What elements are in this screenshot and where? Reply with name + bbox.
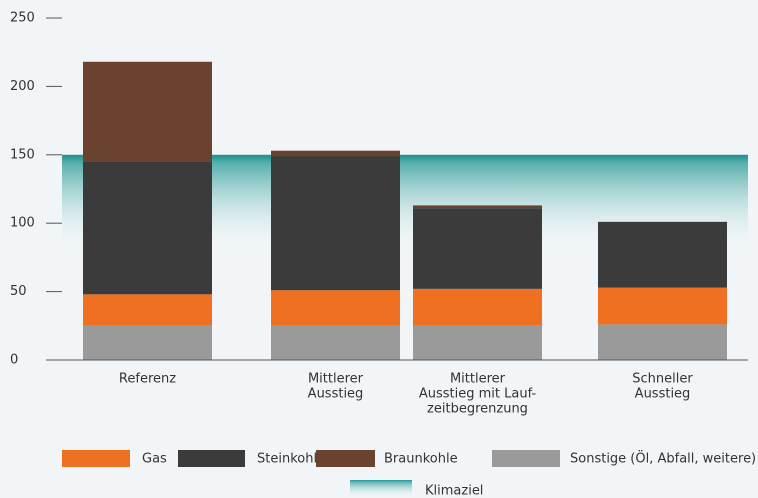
x-tick-label: Ausstieg — [635, 387, 691, 402]
bar-segment — [598, 287, 727, 325]
y-tick-label: 0 — [10, 353, 18, 368]
legend-swatch — [316, 450, 375, 467]
bar-segment — [83, 161, 212, 295]
x-tick-label: Referenz — [119, 372, 176, 387]
legend-label: Gas — [142, 452, 167, 467]
bar-segment — [271, 156, 400, 291]
bar-segment — [271, 325, 400, 360]
y-tick-label: 150 — [10, 147, 35, 162]
legend-label: Sonstige (Öl, Abfall, weitere) — [570, 450, 756, 467]
y-tick-label: 250 — [10, 11, 35, 26]
bar-segment — [83, 61, 212, 162]
bar-segment — [413, 205, 542, 209]
bar-segment — [413, 208, 542, 289]
legend-swatch — [492, 450, 560, 467]
bar-segment — [598, 324, 727, 360]
x-tick-label: Ausstieg mit Lauf- — [419, 387, 537, 402]
y-tick-label: 100 — [10, 216, 35, 231]
y-tick-label: 50 — [10, 284, 27, 299]
legend-label: Klimaziel — [425, 484, 483, 498]
bar-segment — [271, 290, 400, 326]
legend-label: Braunkohle — [384, 452, 458, 467]
legend-swatch — [178, 450, 245, 467]
legend-swatch — [350, 480, 412, 498]
x-tick-label: Ausstieg — [308, 387, 364, 402]
bar-segment — [413, 325, 542, 360]
bar-segment — [413, 288, 542, 326]
legend-label: Steinkohle — [257, 452, 325, 467]
x-tick-label: Mittlerer — [450, 372, 506, 387]
x-tick-label: Schneller — [632, 372, 693, 387]
bar-segment — [83, 325, 212, 360]
bar-segment — [598, 221, 727, 288]
x-tick-label: Mittlerer — [308, 372, 364, 387]
legend-swatch — [62, 450, 130, 467]
bar-segment — [83, 294, 212, 326]
bar-segment — [271, 150, 400, 157]
y-tick-label: 200 — [10, 79, 35, 94]
x-tick-label: zeitbegrenzung — [427, 402, 528, 417]
